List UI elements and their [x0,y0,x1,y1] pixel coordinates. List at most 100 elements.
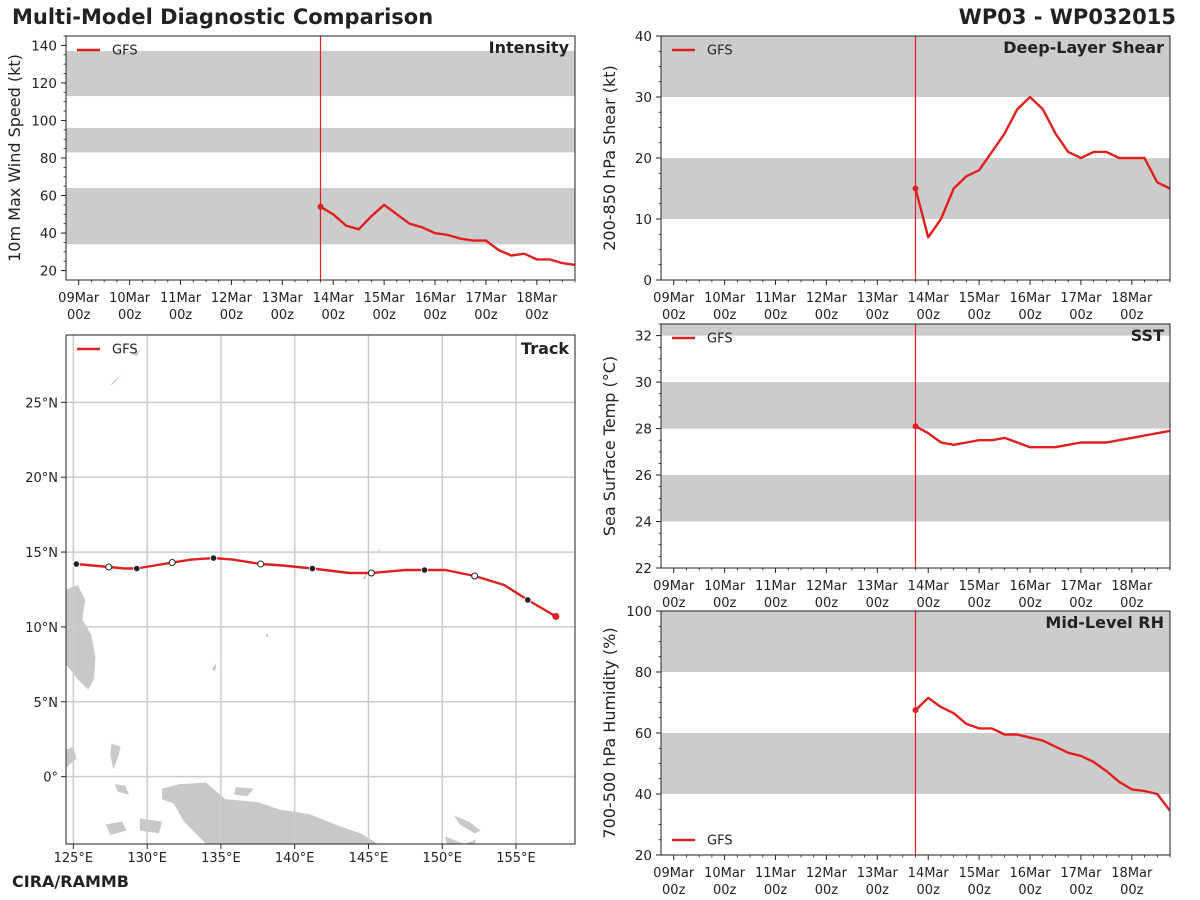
x-tick-hour-label: 00z [372,308,396,323]
y-tick-label: 140 [31,38,57,54]
intensity-legend-label: GFS [112,44,138,59]
sst-plot-area [661,324,1170,568]
x-tick-hour-label: 00z [866,883,890,898]
track-point [133,564,141,573]
land-mass [454,815,481,834]
y-tick-label: 0 [643,273,652,289]
x-tick-day-label: 18Mar [1111,866,1153,881]
rh-y-axis-label: 700-500 hPa Humidity (%) [600,627,619,838]
y-tick-label: 120 [31,76,57,92]
shear-title: Deep-Layer Shear [1003,38,1164,57]
land-mass [161,782,378,844]
x-tick-day-label: 17Mar [1060,579,1102,594]
x-tick-day-label: 10Mar [704,579,746,594]
x-tick-day-label: 13Mar [857,579,899,594]
x-tick-hour-label: 00z [662,596,686,611]
x-tick-day-label: 11Mar [755,866,797,881]
x-tick-hour-label: 00z [1120,596,1144,611]
track-point [367,569,375,577]
x-tick-hour-label: 00z [1018,883,1042,898]
rh-title: Mid-Level RH [1045,613,1164,632]
track-point [471,572,479,580]
x-tick-day-label: 15Mar [959,579,1001,594]
land-mass [66,746,77,768]
x-tick-day-label: 17Mar [465,291,507,306]
shear-legend-label: GFS [707,44,733,59]
x-tick-day-label: 13Mar [262,291,304,306]
track-point [524,596,532,604]
x-tick-hour-label: 00z [662,308,686,323]
shear-data-point [912,185,919,192]
y-tick-label: 30 [635,375,652,391]
sst-panel: 22 24 26 28 30 32 09Mar 00z 10Mar 00z 11Mar 00z 12Ma… [600,323,1171,611]
x-tick-hour-label: 00z [1120,308,1144,323]
y-tick-label: 60 [40,189,57,205]
x-tick-hour-label: 00z [1018,596,1042,611]
land-mass [234,787,254,797]
y-tick-label: 100 [626,604,652,620]
y-tick-label: 20 [635,848,652,864]
x-tick-day-label: 16Mar [1009,291,1051,306]
rh-series-line [914,696,1170,812]
x-tick-day-label: 09Mar [653,291,695,306]
x-tick-hour-label: 00z [662,883,686,898]
x-tick-day-label: 10Mar [109,291,151,306]
y-tick-label: 80 [40,151,57,167]
y-tick-label: 30 [635,90,652,106]
x-tick-day-label: 14Mar [908,579,950,594]
sst-series-line [914,425,1170,449]
land-mass [139,818,162,834]
x-tick-hour-label: 00z [917,596,941,611]
y-tick-label: 26 [635,468,652,484]
lat-tick-label: 25°N [25,396,58,411]
lat-tick-label: 0° [43,771,58,786]
x-tick-day-label: 16Mar [1009,866,1051,881]
x-tick-day-label: 14Mar [908,291,950,306]
x-tick-day-label: 10Mar [704,866,746,881]
y-tick-label: 22 [635,561,652,577]
x-tick-hour-label: 00z [525,308,549,323]
land-mass [108,373,123,386]
x-tick-hour-label: 00z [1120,883,1144,898]
x-tick-hour-label: 00z [866,308,890,323]
land-mass [362,573,367,579]
y-tick-label: 24 [635,515,652,531]
track-point [168,559,176,567]
y-tick-label: 40 [635,787,652,803]
lon-tick-label: 135°E [201,851,241,866]
y-tick-label: 10 [635,212,652,228]
lat-tick-label: 5°N [34,696,59,711]
x-tick-hour-label: 00z [764,883,788,898]
track-point [209,554,218,562]
x-tick-day-label: 11Mar [160,291,202,306]
land-mass [105,821,127,835]
track-panel: 125°E 130°E 135°E 140°E 145°E 150°E 155°E 0° 5°N… [25,334,576,866]
track-frame [65,334,576,845]
x-tick-day-label: 16Mar [1009,579,1051,594]
y-tick-label: 32 [635,329,652,345]
x-tick-day-label: 12Mar [806,291,848,306]
x-tick-day-label: 12Mar [806,579,848,594]
x-tick-hour-label: 00z [1069,883,1093,898]
lat-tick-label: 15°N [25,546,58,561]
x-tick-day-label: 13Mar [857,866,899,881]
x-tick-day-label: 12Mar [806,866,848,881]
x-tick-day-label: 15Mar [364,291,406,306]
land-mass [445,836,477,844]
y-tick-label: 40 [635,29,652,45]
track-plot-area [66,335,575,844]
x-tick-hour-label: 00z [1069,596,1093,611]
x-tick-hour-label: 00z [967,308,991,323]
track-point [308,564,316,573]
x-tick-day-label: 17Mar [1060,866,1102,881]
x-tick-hour-label: 00z [815,596,839,611]
page-title: Multi-Model Diagnostic Comparison [12,5,434,29]
x-tick-day-label: 18Mar [516,291,558,306]
land-mass [66,585,96,690]
x-tick-hour-label: 00z [967,596,991,611]
track-point [72,560,80,568]
x-tick-day-label: 09Mar [653,866,695,881]
shear-panel: 0 10 20 30 40 09Mar 00z 10Mar 00z 11Mar 00z 12Mar 00… [600,29,1171,323]
x-tick-hour-label: 00z [67,308,91,323]
